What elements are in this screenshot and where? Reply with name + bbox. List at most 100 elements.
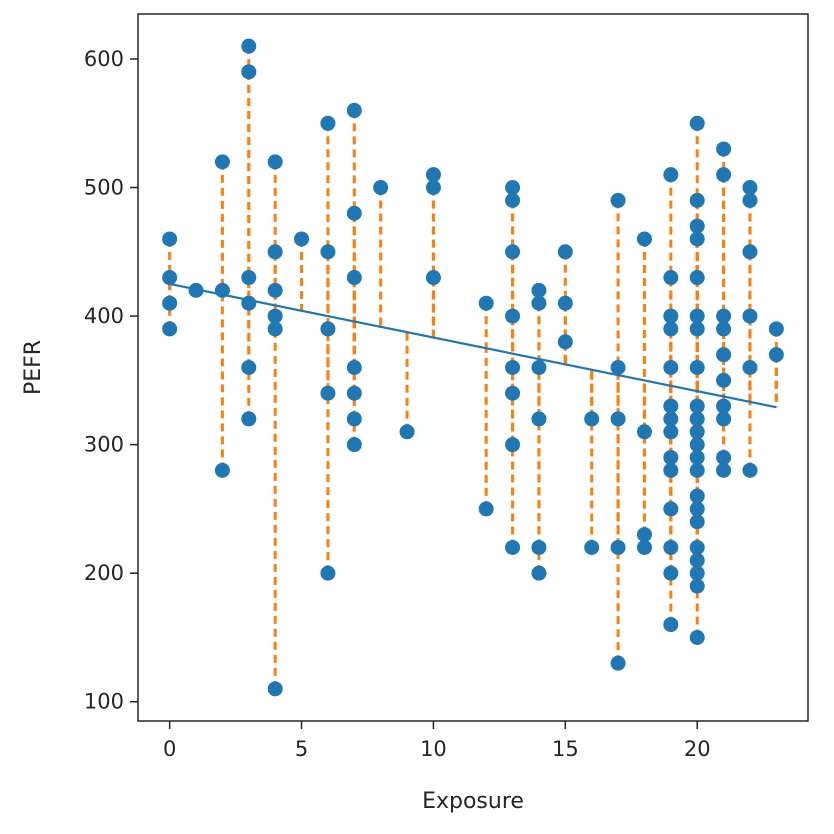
data-point	[689, 437, 705, 453]
data-point	[663, 308, 679, 324]
data-point	[505, 360, 521, 375]
data-point	[267, 282, 283, 298]
data-point	[346, 102, 362, 118]
y-tick-label: 500	[84, 176, 124, 200]
data-point	[294, 231, 310, 247]
data-point	[320, 244, 336, 260]
data-point	[689, 308, 705, 324]
data-point	[663, 539, 679, 555]
data-point	[610, 539, 626, 555]
data-point	[716, 462, 732, 478]
data-point	[425, 167, 441, 183]
y-tick-label: 600	[84, 47, 124, 71]
data-point	[505, 437, 521, 453]
data-point	[267, 681, 283, 697]
y-axis-ticks: 100 200 300 400 500 600	[84, 47, 138, 714]
x-tick-label: 0	[163, 737, 176, 761]
data-point	[267, 244, 283, 260]
data-point	[346, 360, 362, 375]
data-point	[636, 424, 652, 440]
data-point	[531, 282, 547, 298]
data-point	[768, 321, 784, 337]
x-axis-label: Exposure	[422, 789, 524, 814]
data-point	[742, 360, 758, 375]
data-point	[214, 154, 230, 170]
plot-area	[162, 38, 784, 697]
data-point	[689, 321, 705, 337]
data-point	[742, 462, 758, 478]
data-points	[162, 38, 784, 697]
data-point	[689, 270, 705, 286]
data-point	[162, 295, 178, 311]
data-point	[689, 488, 705, 504]
data-point	[346, 437, 362, 453]
data-point	[478, 501, 494, 517]
data-point	[689, 360, 705, 375]
data-point	[505, 539, 521, 555]
data-point	[505, 385, 521, 401]
data-point	[241, 295, 257, 311]
data-point	[267, 154, 283, 170]
data-point	[636, 527, 652, 543]
data-point	[689, 539, 705, 555]
data-point	[663, 398, 679, 414]
data-point	[320, 565, 336, 581]
data-point	[663, 270, 679, 286]
data-point	[505, 244, 521, 260]
data-point	[636, 539, 652, 555]
data-point	[610, 411, 626, 427]
data-point	[505, 308, 521, 324]
y-tick-label: 200	[84, 561, 124, 585]
data-point	[241, 411, 257, 427]
data-point	[478, 295, 494, 311]
data-point	[531, 360, 547, 375]
x-tick-label: 10	[420, 737, 447, 761]
data-point	[241, 64, 257, 80]
x-tick-label: 5	[295, 737, 308, 761]
data-point	[689, 565, 705, 581]
data-point	[162, 270, 178, 286]
data-point	[663, 501, 679, 517]
data-point	[716, 141, 732, 157]
data-point	[557, 334, 573, 350]
data-point	[742, 192, 758, 208]
data-point	[768, 347, 784, 363]
data-point	[531, 411, 547, 427]
data-point	[399, 424, 415, 440]
data-point	[425, 180, 441, 196]
data-point	[689, 398, 705, 414]
data-point	[689, 231, 705, 247]
data-point	[663, 617, 679, 633]
y-tick-label: 100	[84, 690, 124, 714]
data-point	[663, 565, 679, 581]
data-point	[689, 218, 705, 234]
data-point	[241, 360, 257, 375]
data-point	[584, 539, 600, 555]
data-point	[689, 462, 705, 478]
data-point	[531, 539, 547, 555]
data-point	[241, 38, 257, 54]
data-point	[689, 552, 705, 568]
data-point	[505, 192, 521, 208]
data-point	[716, 321, 732, 337]
y-tick-label: 400	[84, 304, 124, 328]
data-point	[742, 180, 758, 196]
data-point	[610, 192, 626, 208]
data-point	[425, 270, 441, 286]
x-tick-label: 15	[552, 737, 579, 761]
data-point	[663, 462, 679, 478]
plot-frame	[137, 13, 809, 722]
data-point	[689, 629, 705, 645]
data-point	[557, 295, 573, 311]
data-point	[716, 347, 732, 363]
data-point	[689, 514, 705, 530]
data-point	[346, 385, 362, 401]
data-point	[716, 411, 732, 427]
data-point	[267, 308, 283, 324]
data-point	[214, 282, 230, 298]
data-point	[636, 231, 652, 247]
data-point	[716, 372, 732, 388]
data-point	[373, 180, 389, 196]
data-point	[162, 321, 178, 337]
